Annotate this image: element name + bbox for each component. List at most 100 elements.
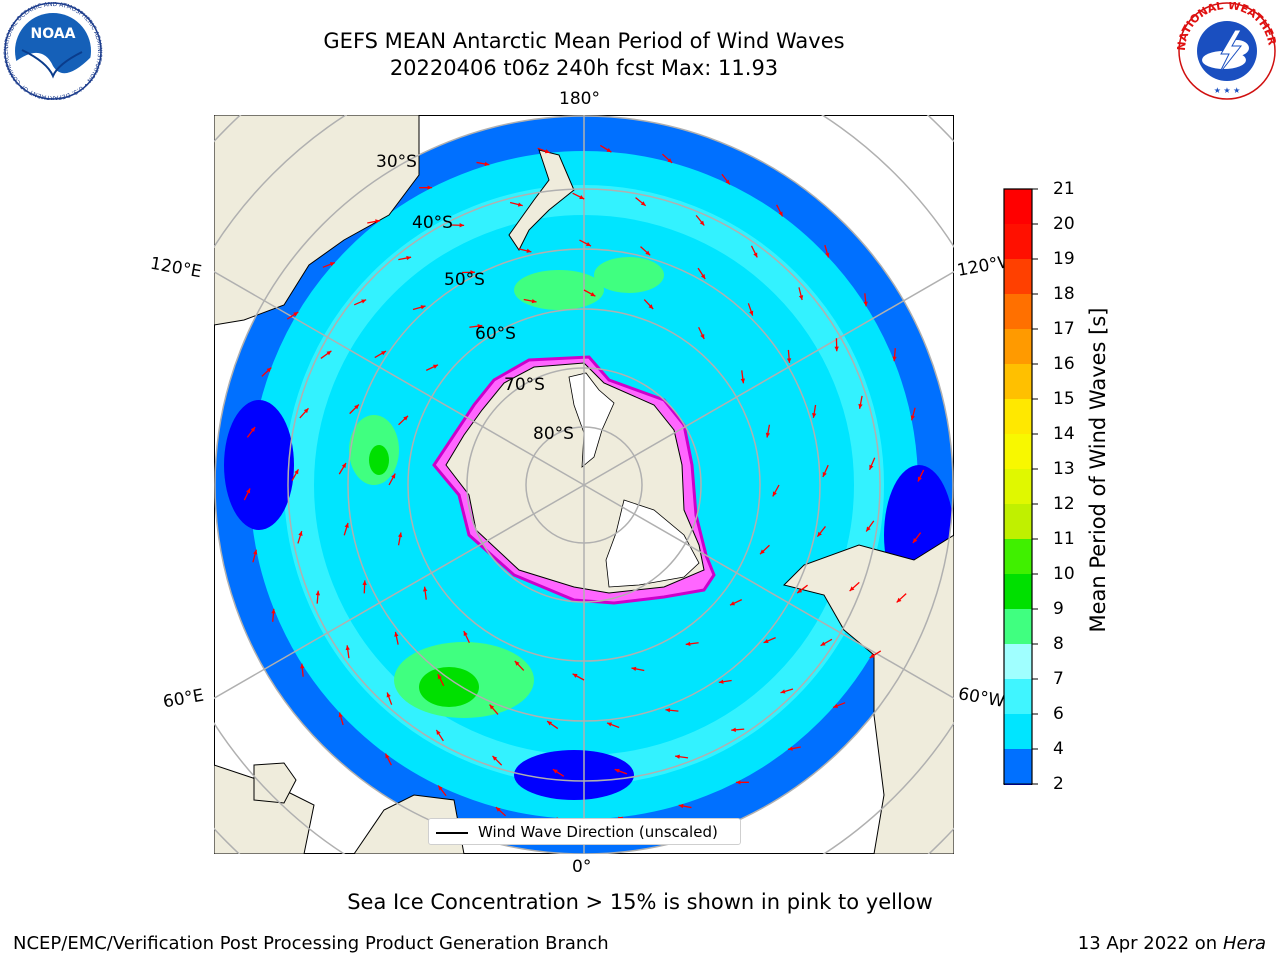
wind-arrow-head: [250, 426, 256, 432]
wind-arrow-head: [822, 471, 827, 477]
colorbar-segment: [1004, 469, 1032, 504]
wind-arrow-head: [427, 185, 433, 190]
wind-arrow-head: [436, 729, 441, 735]
colorbar-segment: [1004, 644, 1032, 679]
wind-arrow-head: [386, 692, 391, 698]
wind-arrow-head: [526, 248, 532, 253]
wind-arrow-head: [403, 415, 408, 421]
wind-arrow-head: [786, 358, 792, 363]
wind-arrow-head: [760, 549, 765, 555]
wind-arrow-head: [749, 310, 754, 316]
wind-arrow-head: [685, 641, 691, 647]
wind-arrow-head: [614, 768, 620, 773]
wind-arrow-head: [765, 432, 771, 438]
lon-label-120e: 120°E: [148, 253, 204, 283]
wind-arrow-head: [271, 608, 276, 614]
wind-arrow-head: [858, 403, 863, 409]
wind-arrow-head: [293, 312, 299, 317]
wind-arrow-head: [517, 202, 523, 207]
colorbar-tick-label: 17: [1053, 319, 1075, 339]
wind-arrow-head: [406, 255, 412, 261]
wind-arrow-head: [700, 274, 706, 279]
colorbar-frame: [1003, 188, 1033, 785]
colorbar-tick-label: 21: [1053, 179, 1075, 199]
wind-arrow-head: [420, 305, 426, 310]
colorbar-tick-label: 10: [1053, 564, 1075, 584]
colorbar-tick-label: 4: [1053, 739, 1064, 759]
wind-arrow-head: [253, 549, 258, 555]
wind-arrow-head: [544, 149, 550, 154]
lon-label-60w: 60°W: [956, 684, 1007, 712]
colorbar-segment: [1004, 609, 1032, 644]
wind-arrow-head: [315, 590, 321, 596]
wind-arrow-head: [547, 721, 553, 726]
lon-label-60e: 60°E: [161, 685, 206, 713]
wind-arrow-head: [606, 147, 612, 153]
colorbar-segment: [1004, 189, 1032, 224]
wind-arrow-head: [590, 292, 596, 297]
wind-arrow-head: [866, 526, 871, 532]
wind-arrow-head: [381, 351, 387, 356]
colorbar-tick-label: 12: [1053, 494, 1075, 514]
wind-arrow-head: [731, 727, 736, 732]
wind-arrow-head: [869, 464, 874, 470]
footer-organization: NCEP/EMC/Verification Post Processing Pr…: [13, 933, 609, 954]
wind-arrow-head: [397, 532, 403, 538]
wind-arrow-head: [552, 769, 558, 774]
new-zealand-land: [508, 149, 575, 251]
map-legend: Wind Wave Direction (unscaled): [428, 818, 741, 845]
footer-date: 13 Apr 2022 on Hera: [1078, 933, 1266, 954]
wind-arrow-head: [300, 663, 305, 669]
wind-arrow-head: [825, 252, 830, 258]
wind-arrow-head: [740, 378, 746, 384]
colorbar-tick-label: 2: [1053, 774, 1064, 794]
wind-arrow-head: [266, 367, 272, 373]
wind-arrow-head: [820, 641, 826, 646]
wind-arrow-head: [463, 631, 468, 637]
wind-arrow-head: [341, 463, 346, 468]
colorbar-tick-label: 11: [1053, 529, 1075, 549]
nws-logo: NATIONAL WEATHER SERVICE ★ ★ ★: [1177, 2, 1277, 100]
lat-label-80s: 80°S: [533, 424, 574, 444]
wind-arrow-head: [780, 689, 786, 694]
svg-text:★ ★ ★: ★ ★ ★: [1214, 86, 1241, 95]
wind-arrow-head: [459, 223, 465, 228]
colorbar-tick-label: 8: [1053, 634, 1064, 654]
lat-label-30s: 30°S: [376, 152, 417, 172]
lat-label-40s: 40°S: [412, 213, 453, 233]
wind-arrow-head: [640, 201, 646, 206]
wind-arrow-head: [869, 653, 875, 658]
wind-arrow-head: [329, 262, 335, 267]
deep-blue-area: [224, 400, 294, 530]
footer-host: Hera: [1222, 933, 1266, 954]
noaa-logo-text: NOAA: [31, 26, 76, 42]
wind-arrow-head: [354, 404, 359, 410]
madagascar-land: [253, 762, 297, 804]
wind-arrow-head: [303, 408, 309, 414]
colorbar-tick-label: 18: [1053, 284, 1075, 304]
wind-arrow-head: [338, 712, 343, 718]
wind-arrow-head: [667, 158, 673, 163]
wind-arrow-head: [631, 666, 637, 672]
wind-arrow-head: [725, 179, 730, 185]
wind-arrow-head: [772, 491, 777, 497]
lat-label-70s: 70°S: [504, 375, 545, 395]
colorbar-segment: [1004, 539, 1032, 574]
wind-arrow-head: [391, 473, 396, 479]
colorbar-tick-label: 16: [1053, 354, 1075, 374]
wind-arrow-head: [345, 645, 350, 651]
ice-shelf-ross: [568, 372, 615, 468]
lat-label-50s: 50°S: [444, 270, 485, 290]
footer-date-text: 13 Apr 2022 on: [1077, 933, 1223, 954]
graticule: [214, 115, 954, 854]
wind-arrow-head: [665, 708, 671, 713]
colorbar-label: Mean Period of Wind Waves [s]: [1086, 307, 1110, 633]
wind-arrow-head: [753, 252, 758, 258]
wind-arrow-head: [326, 350, 332, 356]
wind-arrow-head: [375, 219, 381, 224]
colorbar-segment: [1004, 259, 1032, 294]
wind-arrow-head: [834, 346, 839, 352]
wind-arrow-head: [910, 415, 915, 421]
wind-arrow-head: [849, 586, 855, 592]
wind-arrow-head: [833, 703, 839, 708]
